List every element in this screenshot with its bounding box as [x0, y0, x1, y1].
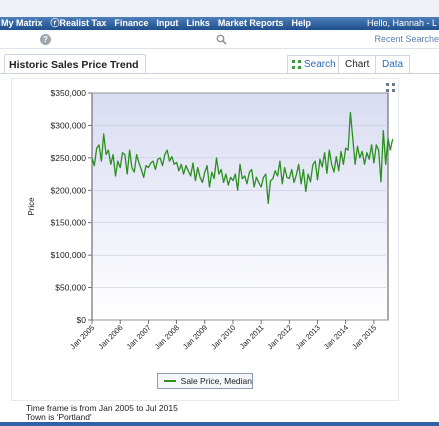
y-tick-label: $350,000: [51, 88, 87, 98]
top-strip: [0, 0, 439, 17]
y-tick-label: $300,000: [51, 120, 87, 130]
y-tick-label: $100,000: [51, 250, 87, 260]
sub-toolbar: ? Recent Searche: [0, 30, 439, 49]
x-tick-label: Jan 2013: [294, 323, 322, 351]
expand-grid-icon: [292, 60, 301, 69]
x-tick-label: Jan 2010: [209, 323, 237, 351]
legend-swatch: [164, 380, 176, 382]
tab-chart[interactable]: Chart: [338, 55, 377, 73]
nav-item-input[interactable]: Input: [156, 18, 179, 28]
y-tick-label: $250,000: [51, 153, 87, 163]
y-axis: $0 $50,000 $100,000 $150,000 $200,000 $250,00…: [51, 88, 92, 325]
x-tick-label: Jan 2005: [68, 323, 96, 351]
nav-item-help[interactable]: Help: [291, 18, 311, 28]
x-tick-label: Jan 2015: [350, 323, 378, 351]
recent-searches-link[interactable]: Recent Searche: [374, 34, 439, 44]
nav-item-market-reports[interactable]: Market Reports: [217, 18, 284, 28]
nav-item-links[interactable]: Links: [186, 18, 210, 28]
realist-logo-icon: ⓡ: [50, 18, 60, 28]
tab-search[interactable]: Search: [287, 55, 343, 73]
panel-header: Historic Sales Price Trend Search Chart …: [0, 52, 439, 74]
nav-item-realist-tax-label: Realist Tax: [59, 18, 107, 28]
x-tick-label: Jan 2011: [238, 323, 266, 351]
series-group: [91, 111, 394, 204]
x-axis: Jan 2005 Jan 2006 Jan 2007 Jan 2008 Jan 2009…: [68, 320, 378, 351]
plot-area: [91, 92, 389, 321]
tab-data[interactable]: Data: [375, 55, 411, 73]
legend-label: Sale Price, Median: [180, 376, 252, 386]
y-tick-label: $150,000: [51, 218, 87, 228]
y-tick-label: $50,000: [55, 283, 86, 293]
x-tick-label: Jan 2008: [153, 323, 181, 351]
y-axis-label: Price: [27, 197, 36, 216]
nav-item-finance[interactable]: Finance: [114, 18, 149, 28]
grid-lines: [92, 92, 388, 321]
tab-search-label: Search: [304, 59, 336, 70]
chart-footer: Time frame is from Jan 2005 to Jul 2015 …: [26, 404, 178, 422]
nav-item-my-matrix[interactable]: My Matrix: [1, 18, 43, 28]
chart-container: $0 $50,000 $100,000 $150,000 $200,000 $250,00…: [11, 78, 399, 401]
user-greeting[interactable]: Hello, Hannah - L: [366, 18, 437, 28]
x-tick-label: Jan 2012: [266, 323, 294, 351]
x-tick-label: Jan 2006: [96, 323, 124, 351]
x-tick-label: Jan 2014: [322, 323, 350, 351]
y-tick-label: $0: [77, 315, 87, 325]
main-nav: My Matrix ⓡRealist Tax Finance Input Lin…: [0, 17, 439, 30]
price-trend-chart: $0 $50,000 $100,000 $150,000 $200,000 $250,00…: [27, 83, 395, 351]
fullscreen-icon[interactable]: [386, 83, 395, 92]
time-frame-note: Time frame is from Jan 2005 to Jul 2015: [26, 403, 178, 413]
search-icon[interactable]: [216, 34, 227, 45]
x-tick-label: Jan 2009: [181, 323, 209, 351]
bottom-bar: [0, 422, 439, 426]
y-tick-label: $200,000: [51, 185, 87, 195]
chart-legend[interactable]: Sale Price, Median: [157, 373, 253, 389]
series-line-sale-price-median[interactable]: [91, 111, 394, 204]
nav-item-realist-tax[interactable]: ⓡRealist Tax: [47, 17, 111, 30]
town-note: Town is 'Portland': [26, 412, 92, 422]
help-circle-icon[interactable]: ?: [40, 34, 51, 45]
panel-title: Historic Sales Price Trend: [4, 54, 146, 73]
x-tick-label: Jan 2007: [125, 323, 153, 351]
